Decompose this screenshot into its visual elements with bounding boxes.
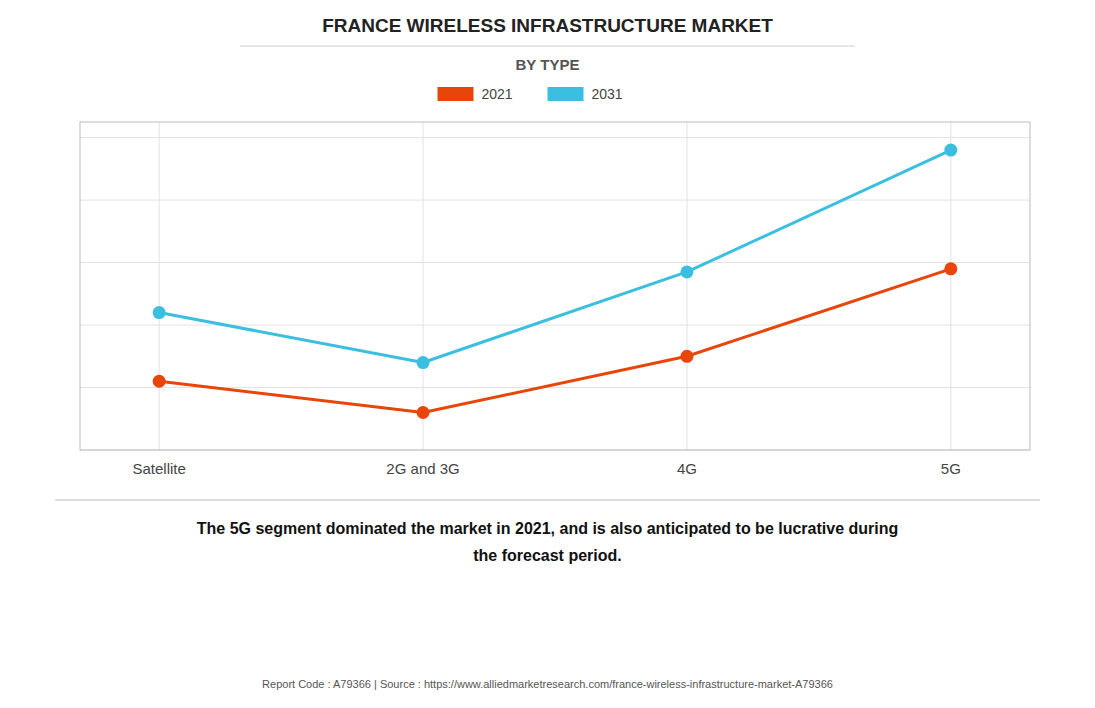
series-point — [680, 265, 693, 278]
chart-container: FRANCE WIRELESS INFRASTRUCTURE MARKET BY … — [0, 0, 1095, 708]
series-point — [417, 356, 430, 369]
title: FRANCE WIRELESS INFRASTRUCTURE MARKET — [322, 15, 773, 36]
x-grid-line — [950, 122, 951, 450]
x-tick-label: 2G and 3G — [386, 460, 459, 477]
footer: Report Code : A79366 | Source : https://… — [262, 678, 833, 690]
x-tick-label: Satellite — [132, 460, 185, 477]
legend-swatch — [438, 87, 474, 101]
series-point — [944, 144, 957, 157]
annotation-line: The 5G segment dominated the market in 2… — [197, 520, 899, 537]
x-tick-label: 5G — [941, 460, 961, 477]
series-point — [680, 350, 693, 363]
series-point — [417, 406, 430, 419]
series-point — [153, 375, 166, 388]
x-tick-label: 4G — [677, 460, 697, 477]
annotation-separator — [55, 500, 1040, 501]
series-point — [944, 262, 957, 275]
annotation-line: Report Code : A79366 | Source : https://… — [262, 678, 833, 690]
series-line — [159, 269, 951, 413]
x-grid-line — [686, 122, 687, 450]
x-grid-line — [159, 122, 160, 450]
plot-frame — [80, 122, 1030, 450]
annotation-line: the forecast period. — [473, 547, 621, 564]
series-line — [159, 150, 951, 362]
y-grid-line — [80, 200, 1030, 201]
subtitle: BY TYPE — [516, 56, 580, 73]
legend-swatch — [548, 87, 584, 101]
y-grid-line — [80, 137, 1030, 138]
annotation: The 5G segment dominated the market in 2… — [197, 520, 899, 564]
legend-label: 2031 — [592, 86, 623, 102]
title-separator — [240, 46, 855, 47]
x-grid-line — [423, 122, 424, 450]
grid — [80, 122, 1030, 450]
data-marks — [153, 144, 958, 419]
y-grid-line — [80, 262, 1030, 263]
legend-label: 2021 — [482, 86, 513, 102]
chart-svg: FRANCE WIRELESS INFRASTRUCTURE MARKET BY … — [0, 0, 1095, 708]
legend: 2021 2031 — [438, 86, 623, 102]
series-point — [153, 306, 166, 319]
